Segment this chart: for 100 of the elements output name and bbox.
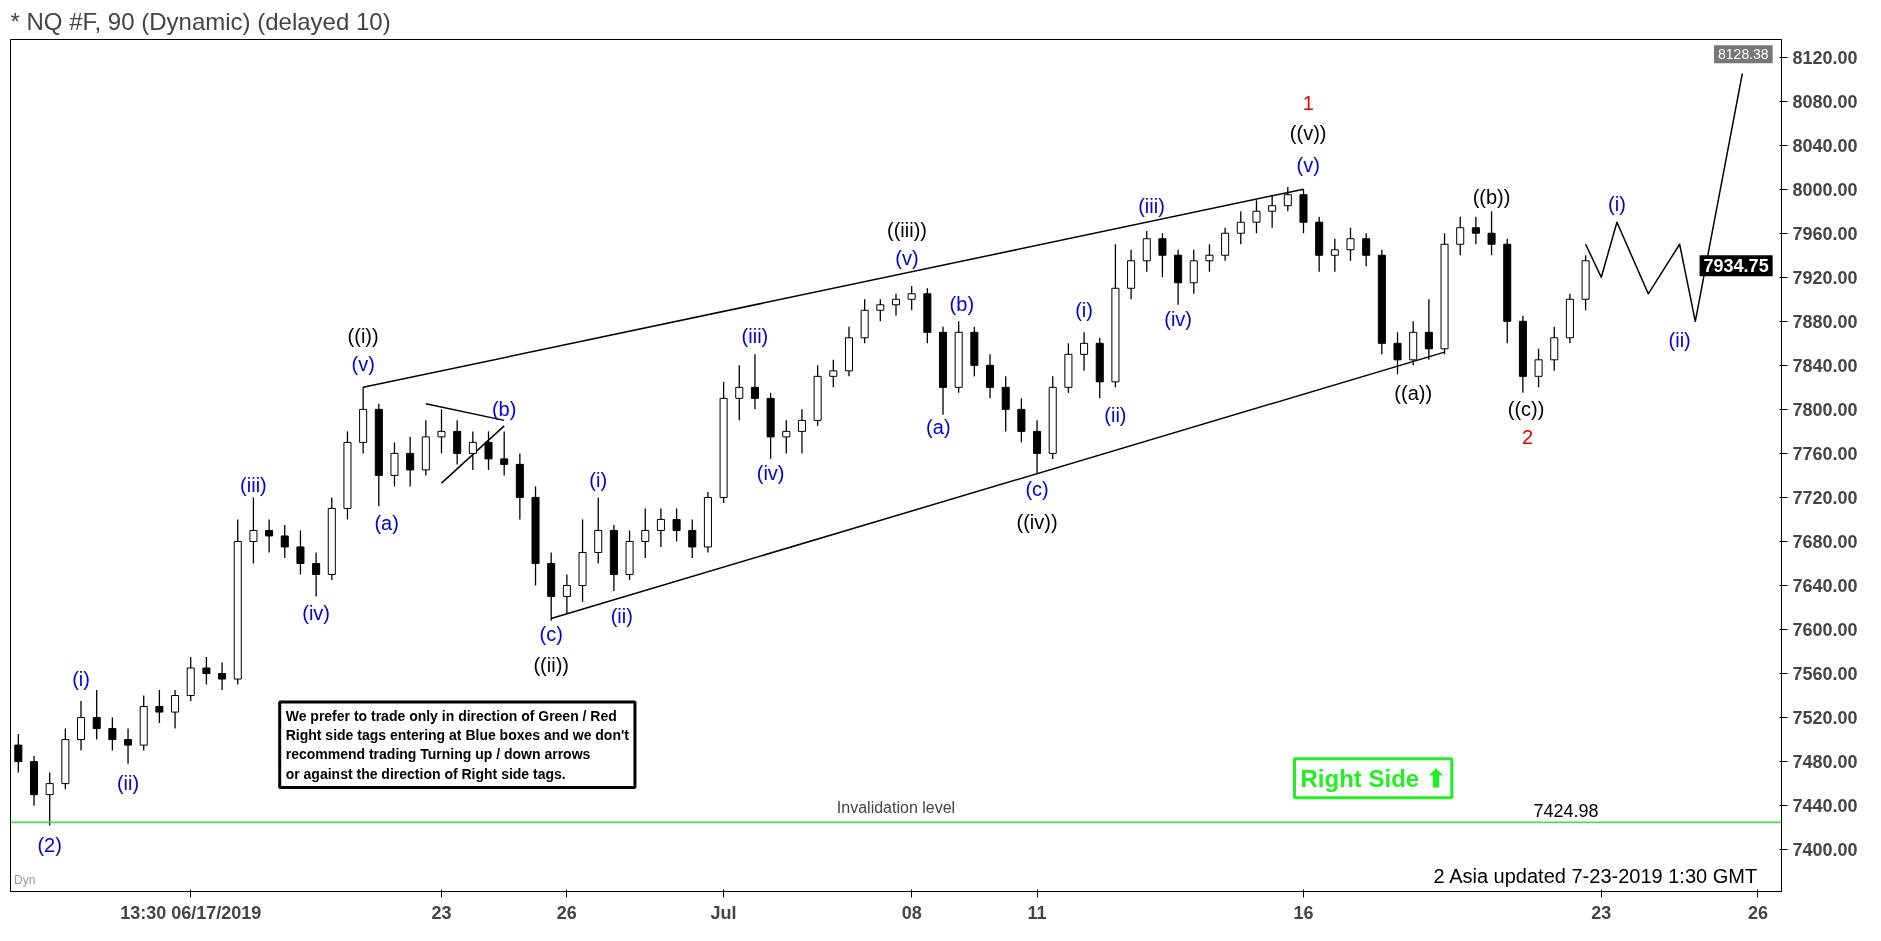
annotation: (iv) [756, 462, 785, 485]
y-tick-label: 8000.00 [1792, 179, 1858, 200]
y-tick-label: 8120.00 [1792, 47, 1858, 68]
candlestick [1080, 331, 1089, 372]
candlestick [406, 436, 415, 488]
candlestick [1330, 238, 1339, 273]
annotation: ((a)) [1394, 382, 1433, 405]
annotation: 7424.98 [1533, 800, 1599, 821]
candlestick [1221, 227, 1230, 262]
candlestick [562, 573, 571, 614]
x-tick-label: 26 [1747, 902, 1769, 923]
candlestick [45, 771, 54, 827]
annotation: 8128.38 [1718, 46, 1769, 63]
y-tick-label: 7600.00 [1792, 620, 1858, 641]
candlestick [484, 430, 493, 471]
candlestick [907, 285, 916, 311]
annotation: ((v)) [1289, 122, 1327, 145]
y-tick-label: 7880.00 [1792, 311, 1858, 332]
y-tick-label: 7840.00 [1792, 355, 1858, 376]
annotation: (iii) [741, 325, 769, 347]
candlestick [500, 430, 509, 477]
y-tick-label: 7480.00 [1792, 752, 1858, 773]
candlestick [1534, 348, 1543, 388]
candlestick [1362, 232, 1371, 267]
annotation: (ii) [116, 772, 140, 795]
candlestick [202, 656, 211, 686]
annotation: (v) [1296, 153, 1320, 176]
x-tick-label: 16 [1293, 902, 1314, 923]
annotation: (iii) [240, 474, 267, 497]
annotation: (a) [374, 511, 399, 534]
candlestick [1487, 210, 1496, 256]
annotation: ((ii)) [533, 653, 569, 676]
candlestick [876, 298, 885, 322]
candlestick [1189, 249, 1198, 295]
candlestick [1158, 232, 1167, 278]
annotation: (a) [926, 416, 951, 439]
candlestick [280, 524, 289, 559]
annotation: ((iv)) [1016, 510, 1058, 533]
candlestick [594, 496, 603, 565]
annotation: ((i)) [347, 325, 379, 347]
candlestick [390, 441, 399, 488]
y-tick-label: 8040.00 [1792, 135, 1858, 156]
candlestick [986, 353, 995, 399]
candlestick [249, 496, 258, 565]
candlestick [1033, 419, 1042, 474]
annotation: Dyn [14, 873, 36, 888]
annotation: (c) [1025, 477, 1049, 500]
annotation: 2 [1522, 425, 1534, 448]
candlestick [1346, 227, 1355, 262]
x-tick-label: 26 [556, 902, 577, 923]
candlestick [1550, 326, 1559, 372]
x-tick-label: 13:30 06/17/2019 [120, 902, 262, 923]
x-tick-label: 23 [1591, 902, 1612, 923]
annotation: ((b)) [1472, 186, 1511, 209]
candlestick [1142, 230, 1151, 273]
candlestick [77, 700, 86, 752]
candlestick [797, 408, 806, 455]
annotation: (i) [589, 468, 608, 491]
annotation: ((iii)) [886, 219, 927, 242]
candlestick [1205, 243, 1214, 273]
candlestick [155, 689, 164, 724]
candlestick [218, 661, 227, 691]
y-tick-label: 7760.00 [1792, 443, 1858, 464]
candlestick [750, 353, 759, 411]
x-tick-label: Jul [710, 902, 737, 923]
y-tick-label: 7440.00 [1792, 796, 1858, 817]
candlestick [891, 293, 901, 317]
candlestick [672, 507, 681, 543]
candlestick [1001, 375, 1010, 433]
candlestick [1252, 199, 1261, 234]
x-tick-label: 23 [431, 902, 452, 923]
y-tick-label: 7960.00 [1792, 223, 1858, 244]
annotation: Right Side ⬆ [1300, 764, 1446, 792]
candlestick [124, 727, 133, 765]
y-tick-label: 7720.00 [1792, 487, 1858, 508]
annotation: (i) [1075, 299, 1093, 322]
y-tick-label: 7640.00 [1792, 575, 1858, 596]
ref-line-label: Invalidation level [836, 799, 956, 817]
annotation: ((c)) [1507, 398, 1545, 421]
candlestick [735, 364, 744, 422]
y-tick-label: 7680.00 [1792, 531, 1858, 552]
candlestick [265, 518, 274, 554]
candlestick [468, 430, 477, 471]
candlestick [641, 507, 650, 559]
candlestick [296, 529, 305, 576]
y-tick-label: 7920.00 [1792, 267, 1858, 288]
annotation: (iv) [302, 601, 330, 624]
y-tick-label: 7520.00 [1792, 708, 1858, 729]
candlestick [782, 419, 791, 455]
annotation: (ii) [1104, 404, 1127, 427]
annotation: (2) [37, 834, 62, 857]
annotation: (b) [491, 398, 517, 421]
annotation: (b) [949, 292, 975, 315]
annotation: 2 Asia updated 7-23-2019 1:30 GMT [1433, 865, 1758, 888]
annotation: (v) [351, 353, 375, 376]
candlestick [108, 716, 117, 752]
annotation: (iii) [1138, 195, 1165, 218]
candlestick [1471, 216, 1480, 245]
y-tick-label: 7400.00 [1792, 840, 1858, 861]
x-tick-label: 08 [901, 902, 922, 923]
